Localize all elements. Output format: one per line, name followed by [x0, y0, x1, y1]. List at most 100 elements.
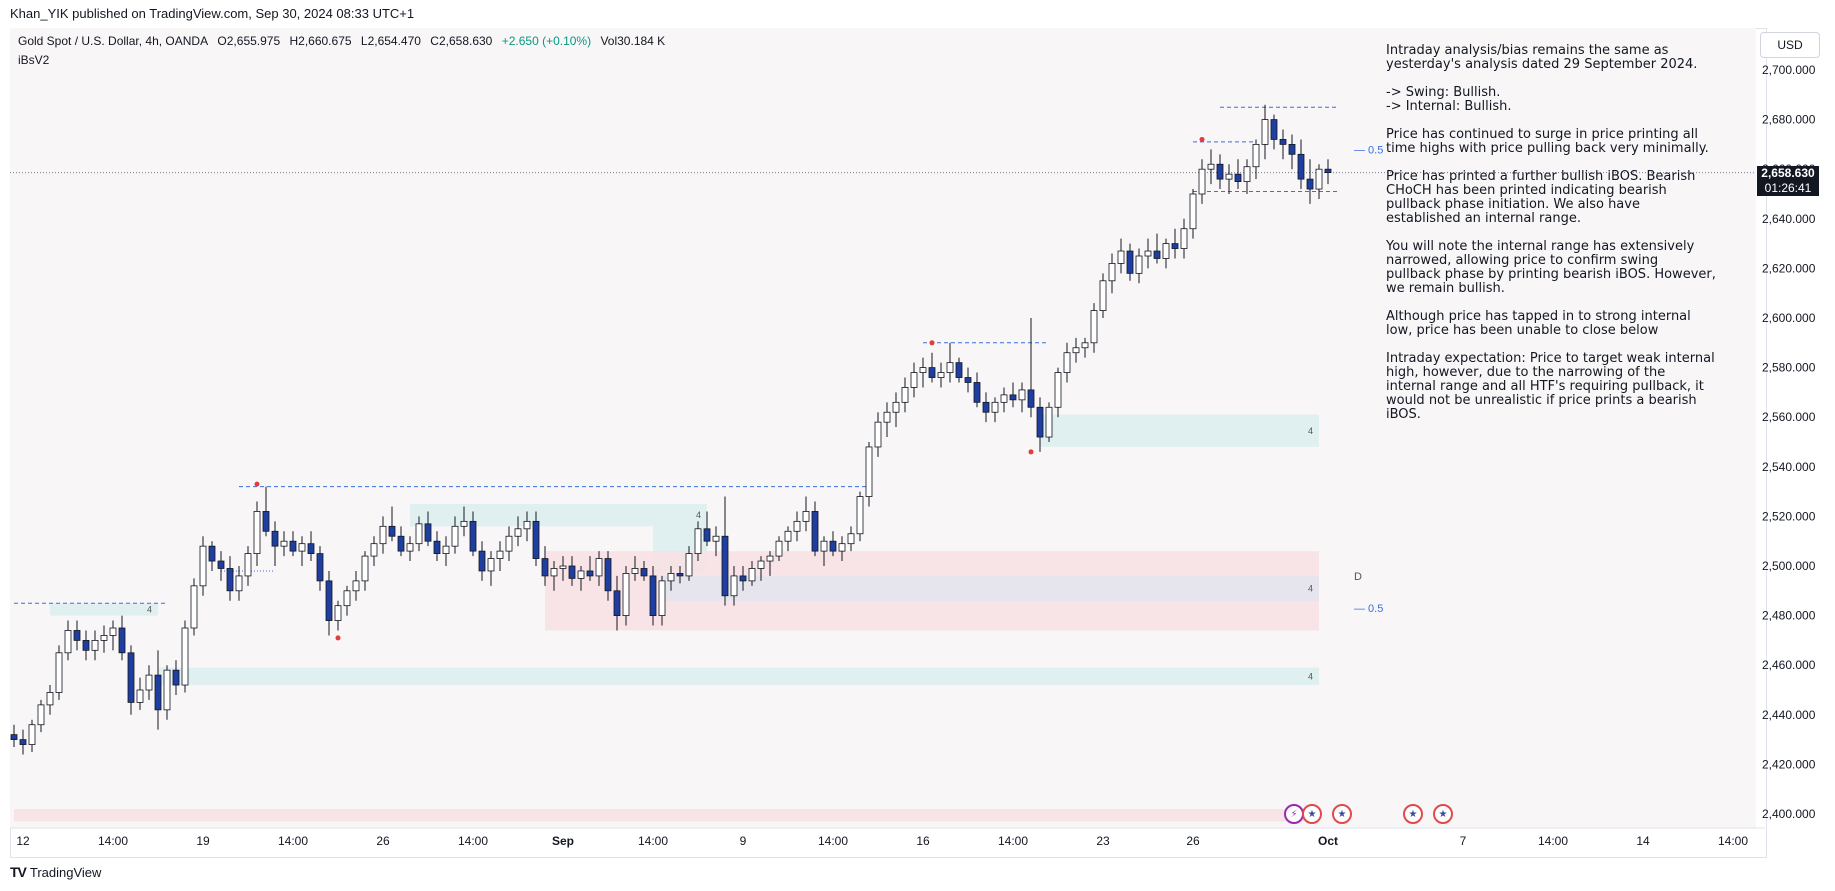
bull-candle[interactable] [550, 568, 558, 577]
bear-candle[interactable] [433, 540, 441, 555]
bull-candle[interactable] [901, 387, 909, 403]
bull-candle[interactable] [1018, 389, 1026, 401]
currency-button[interactable]: USD [1760, 32, 1820, 58]
bull-candle[interactable] [370, 543, 378, 557]
bull-candle[interactable] [856, 496, 864, 535]
bull-candle[interactable] [622, 573, 630, 617]
us-flag-event-icon[interactable]: ★ [1433, 804, 1453, 824]
bear-candle[interactable] [1297, 153, 1305, 180]
bull-candle[interactable] [946, 362, 954, 373]
bull-candle[interactable] [757, 560, 765, 569]
bull-candle[interactable] [55, 652, 63, 693]
bull-candle[interactable] [280, 540, 288, 547]
bull-candle[interactable] [1090, 310, 1098, 344]
bear-candle[interactable] [955, 362, 963, 378]
indicator-label[interactable]: iBsV2 [18, 53, 50, 67]
bull-candle[interactable] [1261, 119, 1269, 145]
bear-candle[interactable] [478, 550, 486, 572]
bull-candle[interactable] [793, 520, 801, 532]
bear-candle[interactable] [1153, 250, 1161, 259]
bull-candle[interactable] [523, 520, 531, 530]
bull-candle[interactable] [1225, 173, 1233, 180]
bull-candle[interactable] [991, 401, 999, 413]
bear-candle[interactable] [172, 669, 180, 686]
bear-candle[interactable] [1216, 163, 1224, 180]
bull-candle[interactable] [1108, 263, 1116, 282]
bull-candle[interactable] [1135, 255, 1143, 274]
bull-candle[interactable] [658, 580, 666, 617]
bull-candle[interactable] [190, 585, 198, 629]
bull-candle[interactable] [37, 704, 45, 726]
bull-candle[interactable] [802, 511, 810, 522]
bull-candle[interactable] [46, 692, 54, 706]
bull-candle[interactable] [28, 724, 36, 745]
bull-candle[interactable] [181, 627, 189, 686]
bull-candle[interactable] [1054, 372, 1062, 408]
bull-candle[interactable] [775, 540, 783, 557]
bull-candle[interactable] [505, 535, 513, 552]
bull-candle[interactable] [109, 627, 117, 636]
bull-candle[interactable] [730, 575, 738, 597]
bear-candle[interactable] [604, 558, 612, 592]
bull-candle[interactable] [64, 630, 72, 654]
bull-candle[interactable] [847, 533, 855, 545]
bull-candle[interactable] [451, 525, 459, 547]
bear-candle[interactable] [613, 590, 621, 616]
bull-candle[interactable] [1045, 406, 1053, 438]
bull-candle[interactable] [712, 535, 720, 542]
bull-candle[interactable] [442, 545, 450, 554]
bull-candle[interactable] [1180, 228, 1188, 249]
us-flag-event-icon[interactable]: ★ [1332, 804, 1352, 824]
bear-candle[interactable] [10, 734, 18, 741]
bull-candle[interactable] [244, 553, 252, 577]
bear-candle[interactable] [1027, 389, 1035, 408]
symbol-label[interactable]: Gold Spot / U.S. Dollar, 4h, OANDA [18, 34, 209, 48]
bear-candle[interactable] [973, 382, 981, 403]
bear-candle[interactable] [154, 674, 162, 711]
us-flag-event-icon[interactable]: ★ [1403, 804, 1423, 824]
bear-candle[interactable] [388, 525, 396, 537]
bull-candle[interactable] [1144, 250, 1152, 257]
bull-candle[interactable] [460, 520, 468, 527]
bull-candle[interactable] [910, 372, 918, 388]
bull-candle[interactable] [1099, 280, 1107, 311]
bull-candle[interactable] [514, 528, 522, 537]
bull-candle[interactable] [865, 446, 873, 497]
bull-candle[interactable] [298, 543, 306, 552]
bear-candle[interactable] [739, 575, 747, 582]
bear-candle[interactable] [1306, 178, 1314, 190]
bear-candle[interactable] [289, 540, 297, 552]
bull-candle[interactable] [874, 421, 882, 448]
bear-candle[interactable] [1288, 143, 1296, 155]
bear-candle[interactable] [1324, 168, 1332, 173]
bull-candle[interactable] [577, 570, 585, 579]
bull-candle[interactable] [1081, 342, 1089, 349]
bear-candle[interactable] [568, 565, 576, 579]
bull-candle[interactable] [1198, 168, 1206, 195]
plot-area[interactable] [10, 28, 1756, 828]
bear-candle[interactable] [73, 630, 81, 641]
bull-candle[interactable] [1315, 168, 1323, 190]
bear-candle[interactable] [1009, 394, 1017, 401]
bull-candle[interactable] [136, 689, 144, 703]
bull-candle[interactable] [163, 669, 171, 711]
bear-candle[interactable] [1279, 139, 1287, 145]
bull-candle[interactable] [1207, 163, 1215, 170]
bear-candle[interactable] [325, 580, 333, 621]
bear-candle[interactable] [982, 401, 990, 413]
bear-candle[interactable] [19, 739, 27, 745]
bull-candle[interactable] [1243, 166, 1251, 183]
bear-candle[interactable] [82, 640, 90, 651]
bull-candle[interactable] [1063, 352, 1071, 373]
bear-candle[interactable] [208, 545, 216, 562]
bull-candle[interactable] [919, 367, 927, 373]
bear-candle[interactable] [703, 528, 711, 542]
bull-candle[interactable] [496, 550, 504, 559]
bull-candle[interactable] [406, 543, 414, 552]
bull-candle[interactable] [343, 590, 351, 607]
bull-candle[interactable] [235, 575, 243, 592]
bull-candle[interactable] [694, 528, 702, 554]
bull-candle[interactable] [352, 580, 360, 592]
bear-candle[interactable] [721, 535, 729, 597]
